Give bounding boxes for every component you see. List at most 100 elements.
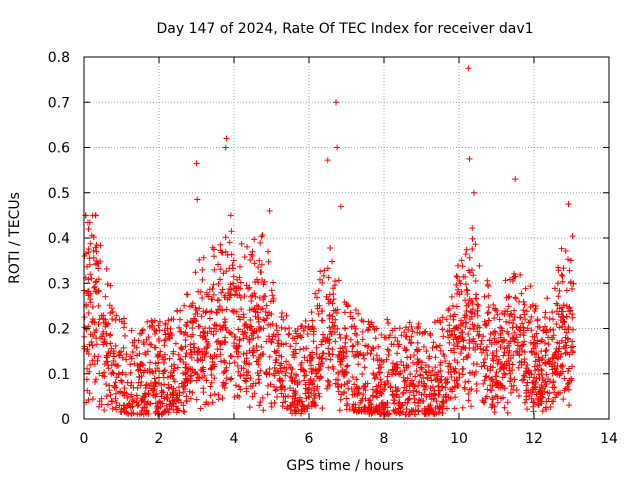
- data-point: [544, 389, 551, 396]
- data-point: [553, 300, 560, 307]
- data-point: [324, 382, 331, 389]
- data-point: [408, 323, 415, 330]
- data-point: [490, 357, 497, 364]
- data-point: [272, 387, 279, 394]
- data-point: [251, 327, 258, 334]
- data-point: [483, 322, 490, 329]
- data-point: [148, 341, 155, 348]
- data-point: [182, 329, 189, 336]
- data-point: [540, 377, 547, 384]
- data-point: [549, 355, 556, 362]
- data-point: [231, 359, 238, 366]
- data-point: [459, 366, 466, 373]
- data-point: [141, 390, 148, 397]
- data-point: [175, 396, 182, 403]
- data-point: [204, 330, 211, 337]
- data-point: [382, 411, 389, 418]
- data-point: [268, 400, 275, 407]
- data-point: [422, 328, 429, 335]
- data-point: [555, 267, 562, 274]
- data-point: [518, 290, 525, 297]
- data-point: [322, 356, 329, 363]
- data-point: [485, 292, 492, 299]
- data-point: [329, 258, 336, 265]
- data-point: [440, 400, 447, 407]
- data-point: [519, 342, 526, 349]
- data-point: [549, 370, 556, 377]
- data-point: [98, 395, 105, 402]
- data-point: [329, 363, 336, 370]
- data-point: [443, 397, 450, 404]
- data-point: [393, 368, 400, 375]
- data-point: [504, 409, 511, 416]
- data-point: [536, 384, 543, 391]
- data-point: [528, 348, 535, 355]
- data-point: [90, 248, 97, 255]
- data-point: [199, 276, 206, 283]
- data-point: [223, 306, 230, 313]
- data-point: [468, 403, 475, 410]
- data-point: [182, 386, 189, 393]
- data-point: [242, 321, 249, 328]
- data-point: [258, 343, 265, 350]
- data-point: [314, 367, 321, 374]
- data-point: [553, 366, 560, 373]
- data-point: [509, 361, 516, 368]
- data-point: [161, 381, 168, 388]
- data-point: [378, 379, 385, 386]
- data-point: [332, 380, 339, 387]
- data-point: [302, 318, 309, 325]
- data-point: [563, 342, 570, 349]
- data-point: [422, 386, 429, 393]
- data-point: [402, 333, 409, 340]
- data-point: [237, 263, 244, 270]
- data-point: [108, 362, 115, 369]
- data-point: [518, 343, 525, 350]
- data-point: [163, 394, 170, 401]
- data-point: [156, 374, 163, 381]
- x-axis-label: GPS time / hours: [286, 458, 403, 474]
- data-point: [137, 367, 144, 374]
- data-point: [454, 343, 461, 350]
- data-point: [442, 358, 449, 365]
- data-point: [332, 338, 339, 345]
- data-point: [298, 406, 305, 413]
- data-point: [522, 316, 529, 323]
- data-point: [93, 248, 100, 255]
- data-point: [513, 334, 520, 341]
- data-point: [255, 355, 262, 362]
- data-point: [205, 293, 212, 300]
- data-point: [217, 241, 224, 248]
- data-point: [221, 384, 228, 391]
- data-point: [546, 315, 553, 322]
- data-point: [413, 368, 420, 375]
- data-point: [152, 368, 159, 375]
- data-point: [203, 308, 210, 315]
- data-point: [214, 346, 221, 353]
- data-point: [107, 350, 114, 357]
- data-point: [420, 382, 427, 389]
- data-point: [443, 316, 450, 323]
- data-point: [418, 364, 425, 371]
- data-point: [482, 321, 489, 328]
- data-point: [429, 367, 436, 374]
- data-point: [490, 301, 497, 308]
- data-point: [226, 239, 233, 246]
- data-point: [305, 386, 312, 393]
- data-point: [558, 245, 565, 252]
- data-point: [244, 324, 251, 331]
- data-point: [351, 388, 358, 395]
- data-point: [300, 327, 307, 334]
- data-point: [97, 242, 104, 249]
- data-point: [346, 378, 353, 385]
- data-point: [374, 408, 381, 415]
- data-point: [232, 382, 239, 389]
- data-point: [298, 334, 305, 341]
- data-point: [557, 370, 564, 377]
- data-point: [211, 246, 218, 253]
- data-point: [233, 283, 240, 290]
- data-point: [461, 384, 468, 391]
- data-point: [230, 280, 237, 287]
- data-point: [260, 407, 267, 414]
- data-point: [194, 351, 201, 358]
